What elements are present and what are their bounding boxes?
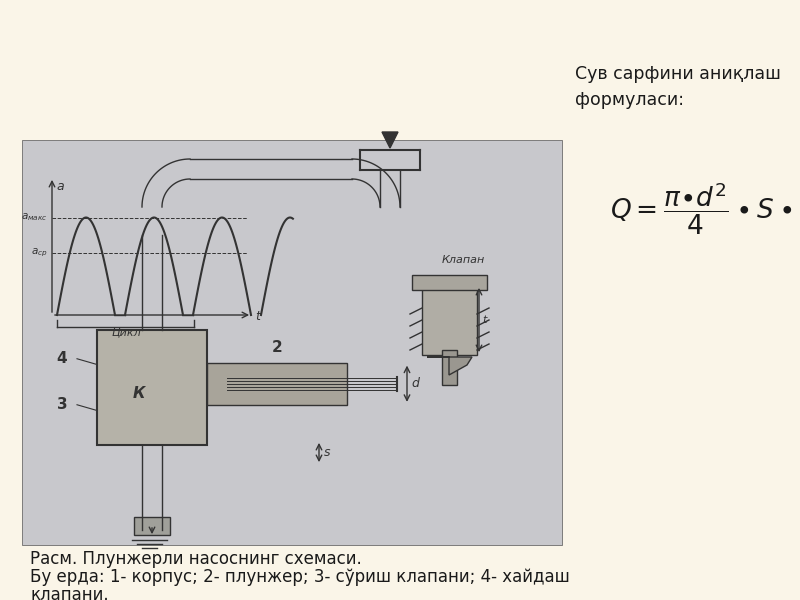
Polygon shape xyxy=(427,357,472,375)
Bar xyxy=(442,350,457,385)
Text: Расм. Плунжерли насоснинг схемаси.: Расм. Плунжерли насоснинг схемаси. xyxy=(30,550,362,568)
Text: К: К xyxy=(133,386,145,401)
Bar xyxy=(207,363,347,405)
Text: клапани.: клапани. xyxy=(30,586,109,600)
Text: 3: 3 xyxy=(57,397,67,412)
Text: Сув сарфини аниқлаш
формуласи:: Сув сарфини аниқлаш формуласи: xyxy=(575,65,781,109)
Text: Бу ерда: 1- корпус; 2- плунжер; 3- сўриш клапани; 4- хайдаш: Бу ерда: 1- корпус; 2- плунжер; 3- сўриш… xyxy=(30,568,570,586)
Text: $Q = \dfrac{\pi{\bullet}d^2}{4} \bullet S \bullet \dfrac{n}{60}$: $Q = \dfrac{\pi{\bullet}d^2}{4} \bullet … xyxy=(610,180,800,237)
Text: s: s xyxy=(324,446,330,459)
Text: 4: 4 xyxy=(57,351,67,366)
Text: 2: 2 xyxy=(272,340,282,355)
Text: d: d xyxy=(411,377,419,390)
Text: $a_{макс}$: $a_{макс}$ xyxy=(22,212,48,223)
Bar xyxy=(134,517,170,535)
Text: t: t xyxy=(482,315,486,325)
Bar xyxy=(422,285,477,355)
Bar xyxy=(22,140,562,545)
Bar xyxy=(412,275,487,290)
Bar xyxy=(97,330,207,445)
Text: a: a xyxy=(56,180,64,193)
Polygon shape xyxy=(382,132,398,148)
Text: Цикл: Цикл xyxy=(111,327,141,337)
Text: Клапан: Клапан xyxy=(442,255,486,265)
Text: $a_{ср}$: $a_{ср}$ xyxy=(31,247,48,259)
Text: t: t xyxy=(255,311,260,323)
